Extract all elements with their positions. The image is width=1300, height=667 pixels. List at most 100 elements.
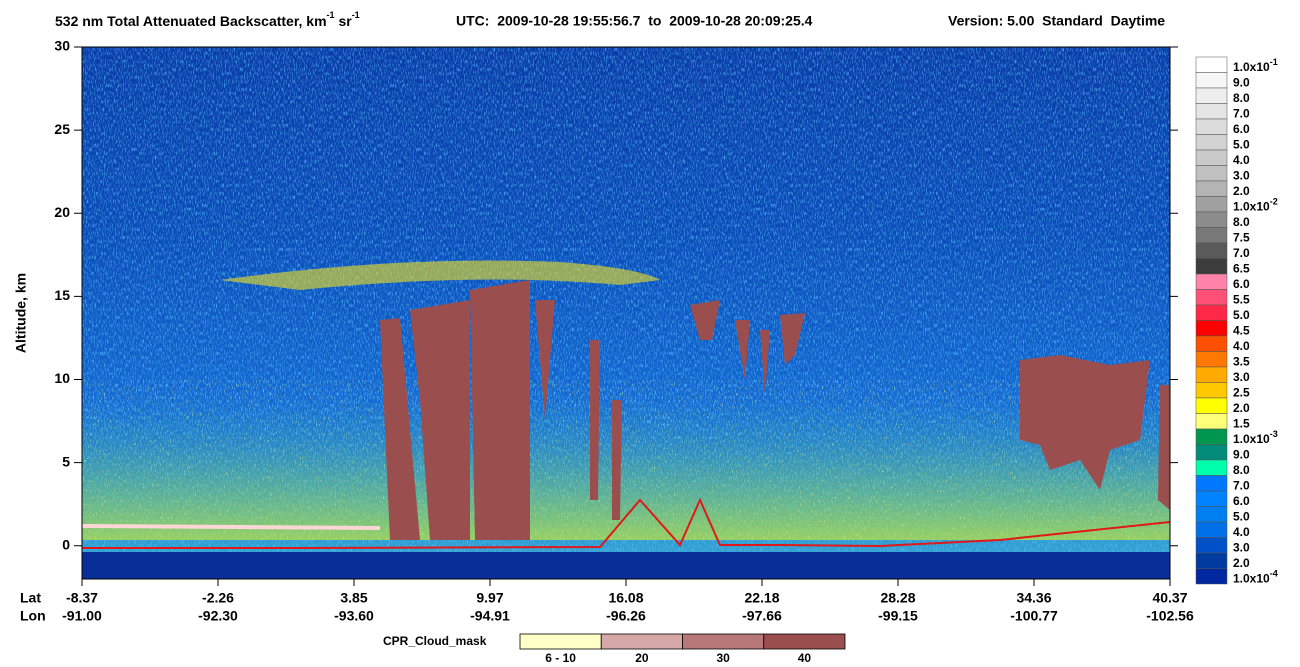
lon-tick-label: -94.91	[470, 608, 510, 624]
colorbar-label: 6.5	[1233, 262, 1250, 276]
colorbar-label: 1.0x10-4	[1233, 569, 1278, 586]
colorbar-swatch	[1195, 428, 1228, 445]
cpr-legend-title: CPR_Cloud_mask	[383, 634, 487, 648]
version: Version: 5.00 Standard Daytime	[948, 13, 1165, 29]
lon-label: Lon	[20, 608, 46, 624]
backscatter-image	[82, 47, 1170, 579]
lat-label: Lat	[20, 590, 41, 606]
colorbar-label: 3.0	[1233, 370, 1250, 384]
colorbar-swatch	[1195, 118, 1228, 135]
colorbar-label-text: 4.0	[1233, 153, 1250, 167]
colorbar-label: 2.0	[1233, 556, 1250, 570]
cpr-legend-label: 6 - 10	[545, 651, 576, 665]
colorbar-label: 8.0	[1233, 215, 1250, 229]
lat-tick-label: 9.97	[476, 590, 503, 606]
lat-tick-label: 22.18	[744, 590, 779, 606]
lat-tick-label: 28.28	[880, 590, 915, 606]
colorbar-swatch	[1195, 444, 1228, 461]
colorbar-label-text: 9.0	[1233, 76, 1250, 90]
colorbar-label: 9.0	[1233, 76, 1250, 90]
colorbar-swatch	[1195, 382, 1228, 399]
y-axis-label: Altitude, km	[13, 273, 29, 353]
colorbar-label: 4.0	[1233, 339, 1250, 353]
lon-tick-label: -92.30	[198, 608, 238, 624]
lat-tick-label: -2.26	[202, 590, 234, 606]
cpr-legend-label: 40	[798, 651, 812, 665]
colorbar-label-text: 7.0	[1233, 107, 1250, 121]
colorbar-swatch	[1195, 552, 1228, 569]
colorbar-label: 1.0x10-1	[1233, 57, 1278, 74]
title-superscript: -1	[327, 10, 335, 20]
colorbar-label: 1.5	[1233, 417, 1250, 431]
lon-tick-label: -99.15	[878, 608, 918, 624]
colorbar-label-text: 6.5	[1233, 262, 1250, 276]
colorbar-label-text: 3.5	[1233, 355, 1250, 369]
colorbar-label-text: 5.0	[1233, 510, 1250, 524]
lon-tick-label: -91.00	[62, 608, 102, 624]
lat-tick-label: 16.08	[608, 590, 643, 606]
colorbar-label-exponent: -3	[1270, 429, 1278, 439]
colorbar-label-text: 4.5	[1233, 324, 1250, 338]
lon-tick-label: -97.66	[742, 608, 782, 624]
lon-tick-label: -93.60	[334, 608, 374, 624]
y-tick-label: 25	[54, 121, 70, 137]
colorbar-label: 9.0	[1233, 448, 1250, 462]
colorbar-label-text: 4.0	[1233, 339, 1250, 353]
colorbar-swatch	[1195, 227, 1228, 244]
colorbar-label: 1.0x10-2	[1233, 197, 1278, 214]
colorbar-label: 2.0	[1233, 184, 1250, 198]
colorbar-label-text: 2.0	[1233, 184, 1250, 198]
colorbar-label: 5.0	[1233, 308, 1250, 322]
colorbar-label-exponent: -4	[1270, 569, 1278, 579]
colorbar-label-text: 7.0	[1233, 479, 1250, 493]
colorbar-label: 3.0	[1233, 541, 1250, 555]
colorbar-label: 7.0	[1233, 479, 1250, 493]
cpr-legend-swatch	[600, 633, 683, 650]
colorbar-swatch	[1195, 273, 1228, 290]
colorbar-label-text: 3.0	[1233, 541, 1250, 555]
lon-tick-label: -100.77	[1010, 608, 1058, 624]
colorbar-label-text: 3.0	[1233, 169, 1250, 183]
colorbar-label-text: 1.0x10	[1233, 572, 1270, 586]
colorbar-swatch	[1195, 490, 1228, 507]
lon-tick-label: -102.56	[1146, 608, 1194, 624]
colorbar-swatch	[1195, 459, 1228, 476]
colorbar-swatch	[1195, 72, 1228, 89]
colorbar-label-text: 1.0x10	[1233, 432, 1270, 446]
colorbar-label-text: 1.0x10	[1233, 60, 1270, 74]
cpr-legend-swatch	[763, 633, 846, 650]
colorbar-swatch	[1195, 413, 1228, 430]
colorbar-label-text: 3.0	[1233, 370, 1250, 384]
colorbar-label: 5.0	[1233, 138, 1250, 152]
cpr-legend-label: 20	[635, 651, 649, 665]
colorbar-label: 6.0	[1233, 494, 1250, 508]
cpr-legend-label: 30	[716, 651, 730, 665]
colorbar-label-text: 1.5	[1233, 417, 1250, 431]
y-tick-label: 15	[54, 287, 70, 303]
colorbar-swatch	[1195, 351, 1228, 368]
cpr-legend-swatch	[682, 633, 765, 650]
colorbar-label-text: 8.0	[1233, 463, 1250, 477]
colorbar-label: 4.5	[1233, 324, 1250, 338]
colorbar-swatch	[1195, 506, 1228, 523]
lat-tick-label: -8.37	[66, 590, 98, 606]
colorbar-swatch	[1195, 568, 1228, 585]
colorbar-swatch	[1195, 87, 1228, 104]
colorbar-label: 4.0	[1233, 153, 1250, 167]
colorbar-label-text: 4.0	[1233, 525, 1250, 539]
colorbar-swatch	[1195, 304, 1228, 321]
colorbar-swatch	[1195, 242, 1228, 259]
colorbar-label-text: 2.5	[1233, 386, 1250, 400]
colorbar-label: 2.0	[1233, 401, 1250, 415]
colorbar-label-text: 1.0x10	[1233, 200, 1270, 214]
colorbar-swatch	[1195, 180, 1228, 197]
y-tick-label: 5	[62, 453, 70, 469]
colorbar-label: 8.0	[1233, 91, 1250, 105]
colorbar-label: 1.0x10-3	[1233, 429, 1278, 446]
colorbar-label: 8.0	[1233, 463, 1250, 477]
colorbar-label: 6.0	[1233, 122, 1250, 136]
colorbar-label-text: 2.0	[1233, 556, 1250, 570]
colorbar-label-text: 8.0	[1233, 91, 1250, 105]
colorbar-swatch	[1195, 289, 1228, 306]
colorbar-label-text: 6.0	[1233, 122, 1250, 136]
